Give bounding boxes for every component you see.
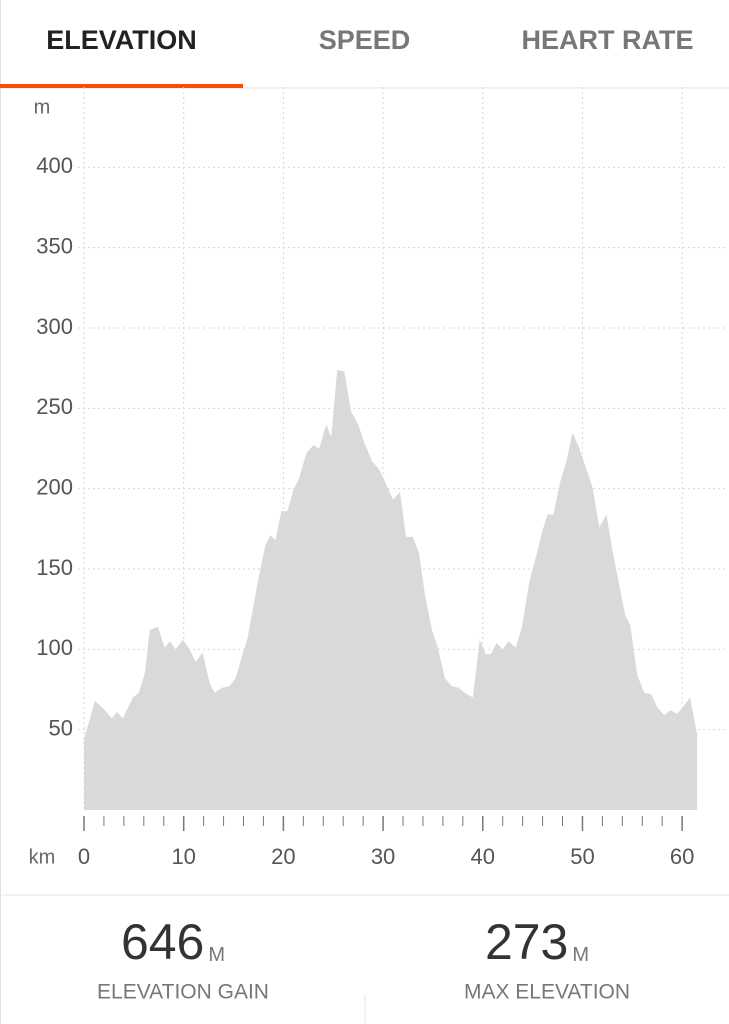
stat-number: 646: [121, 914, 204, 970]
y-tick-label: 200: [36, 474, 73, 499]
stat-value: 273 M: [485, 914, 589, 970]
x-tick-label: 30: [371, 844, 395, 869]
stat-unit: M: [572, 944, 589, 966]
y-tick-label: 150: [36, 555, 73, 580]
tab[interactable]: ELEVATION: [46, 25, 197, 55]
y-tick-label: 100: [36, 635, 73, 660]
x-tick-label: 50: [570, 844, 594, 869]
y-unit: m: [34, 96, 51, 118]
x-unit: km: [29, 846, 56, 868]
stat-value: 646 M: [121, 914, 225, 970]
stat-label: ELEVATION GAIN: [97, 981, 269, 1004]
tab-indicator: [0, 84, 243, 88]
y-tick-label: 50: [49, 715, 73, 740]
tab[interactable]: SPEED: [319, 25, 411, 55]
elevation-area: [84, 369, 698, 810]
y-tick-label: 250: [36, 394, 73, 419]
x-tick-label: 10: [171, 844, 195, 869]
y-tick-label: 350: [36, 233, 73, 258]
y-tick-label: 400: [36, 153, 73, 178]
x-tick-label: 40: [471, 844, 495, 869]
stat-number: 273: [485, 914, 568, 970]
tab[interactable]: HEART RATE: [522, 25, 694, 55]
stat-label: MAX ELEVATION: [464, 981, 630, 1004]
x-tick-label: 60: [670, 844, 694, 869]
y-tick-label: 300: [36, 314, 73, 339]
stat-unit: M: [208, 944, 225, 966]
x-tick-label: 20: [271, 844, 295, 869]
x-tick-label: 0: [78, 844, 90, 869]
